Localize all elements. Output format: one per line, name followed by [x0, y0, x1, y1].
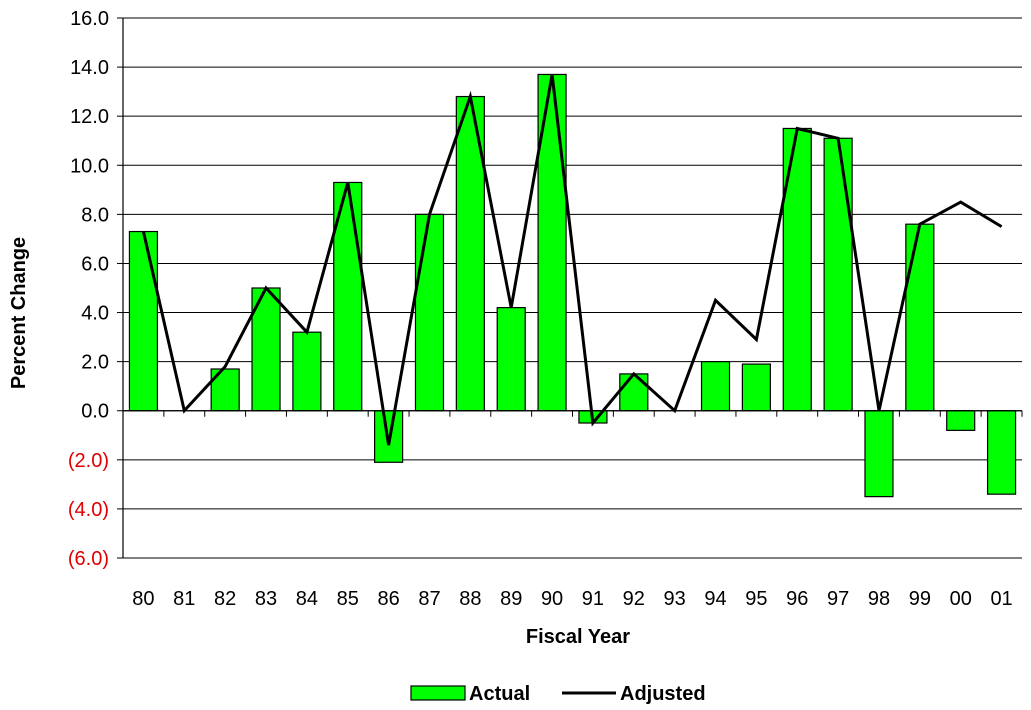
x-tick-label: 94 [704, 588, 726, 610]
legend-swatch-actual [410, 685, 466, 701]
bar-actual-00 [946, 410, 976, 431]
x-tick-label: 96 [786, 588, 808, 610]
x-tick-label: 00 [950, 588, 972, 610]
y-axis-title: Percent Change [8, 237, 30, 389]
x-tick-label: 92 [623, 588, 645, 610]
legend: Actual Adjusted [410, 683, 706, 705]
x-tick-label: 86 [377, 588, 399, 610]
x-tick-label: 97 [827, 588, 849, 610]
bar-actual-01 [986, 410, 1017, 495]
x-tick-label: 01 [990, 588, 1012, 610]
x-tick-label: 95 [745, 588, 767, 610]
bar-actual-87 [414, 213, 445, 412]
x-tick-label: 85 [337, 588, 359, 610]
axes [117, 17, 1023, 559]
bar-actual-94 [700, 361, 731, 412]
y-tick-label: 8.0 [81, 204, 109, 226]
bar-actual-96 [782, 127, 812, 412]
x-tick-label: 89 [500, 588, 522, 610]
x-tick-label: 88 [459, 588, 481, 610]
legend-label-actual: Actual [469, 683, 530, 705]
bar-actual-95 [741, 363, 771, 412]
x-tick-label: 80 [132, 588, 154, 610]
x-tick-label: 98 [868, 588, 890, 610]
bar-actual-99 [905, 223, 935, 412]
adjusted-line-layer [141, 74, 1003, 446]
y-tick-label: (2.0) [68, 450, 109, 472]
x-tick-label: 83 [255, 588, 277, 610]
y-tick-label: 6.0 [81, 253, 109, 275]
bar-actual-98 [864, 410, 894, 498]
bar-actual-97 [823, 137, 853, 412]
y-tick-label: (6.0) [68, 548, 109, 570]
y-tick-label: 12.0 [70, 106, 109, 128]
y-tick-label: 2.0 [81, 352, 109, 374]
adjusted-line [141, 74, 1003, 446]
x-tick-labels: 80 81 82 83 84 85 86 87 88 89 90 91 92 93 94 95 96 97 98 99… [132, 588, 1012, 610]
x-axis-title: Fiscal Year [526, 626, 630, 648]
bar-actual-84 [292, 331, 322, 412]
bars [128, 73, 1017, 498]
y-tick-labels: 16.0 14.0 12.0 10.0 8.0 6.0 4.0 2.0 0.0 (2.0) (4.0… [68, 8, 109, 570]
y-tick-label: (4.0) [68, 499, 109, 521]
y-tick-label: 16.0 [70, 8, 109, 30]
x-tick-label: 84 [296, 588, 318, 610]
y-tick-label: 10.0 [70, 155, 109, 177]
x-tick-label: 81 [173, 588, 195, 610]
y-tick-label: 0.0 [81, 401, 109, 423]
x-tick-label: 93 [664, 588, 686, 610]
bar-actual-92 [619, 373, 649, 412]
x-tick-label: 91 [582, 588, 604, 610]
bar-actual-80 [128, 230, 159, 412]
bar-actual-89 [496, 307, 526, 412]
y-tick-label: 4.0 [81, 303, 109, 325]
x-tick-label: 82 [214, 588, 236, 610]
x-tick-label: 90 [541, 588, 563, 610]
x-tick-label: 99 [909, 588, 931, 610]
x-tick-label: 87 [418, 588, 440, 610]
legend-label-adjusted: Adjusted [620, 683, 706, 705]
y-tick-label: 14.0 [70, 57, 109, 79]
